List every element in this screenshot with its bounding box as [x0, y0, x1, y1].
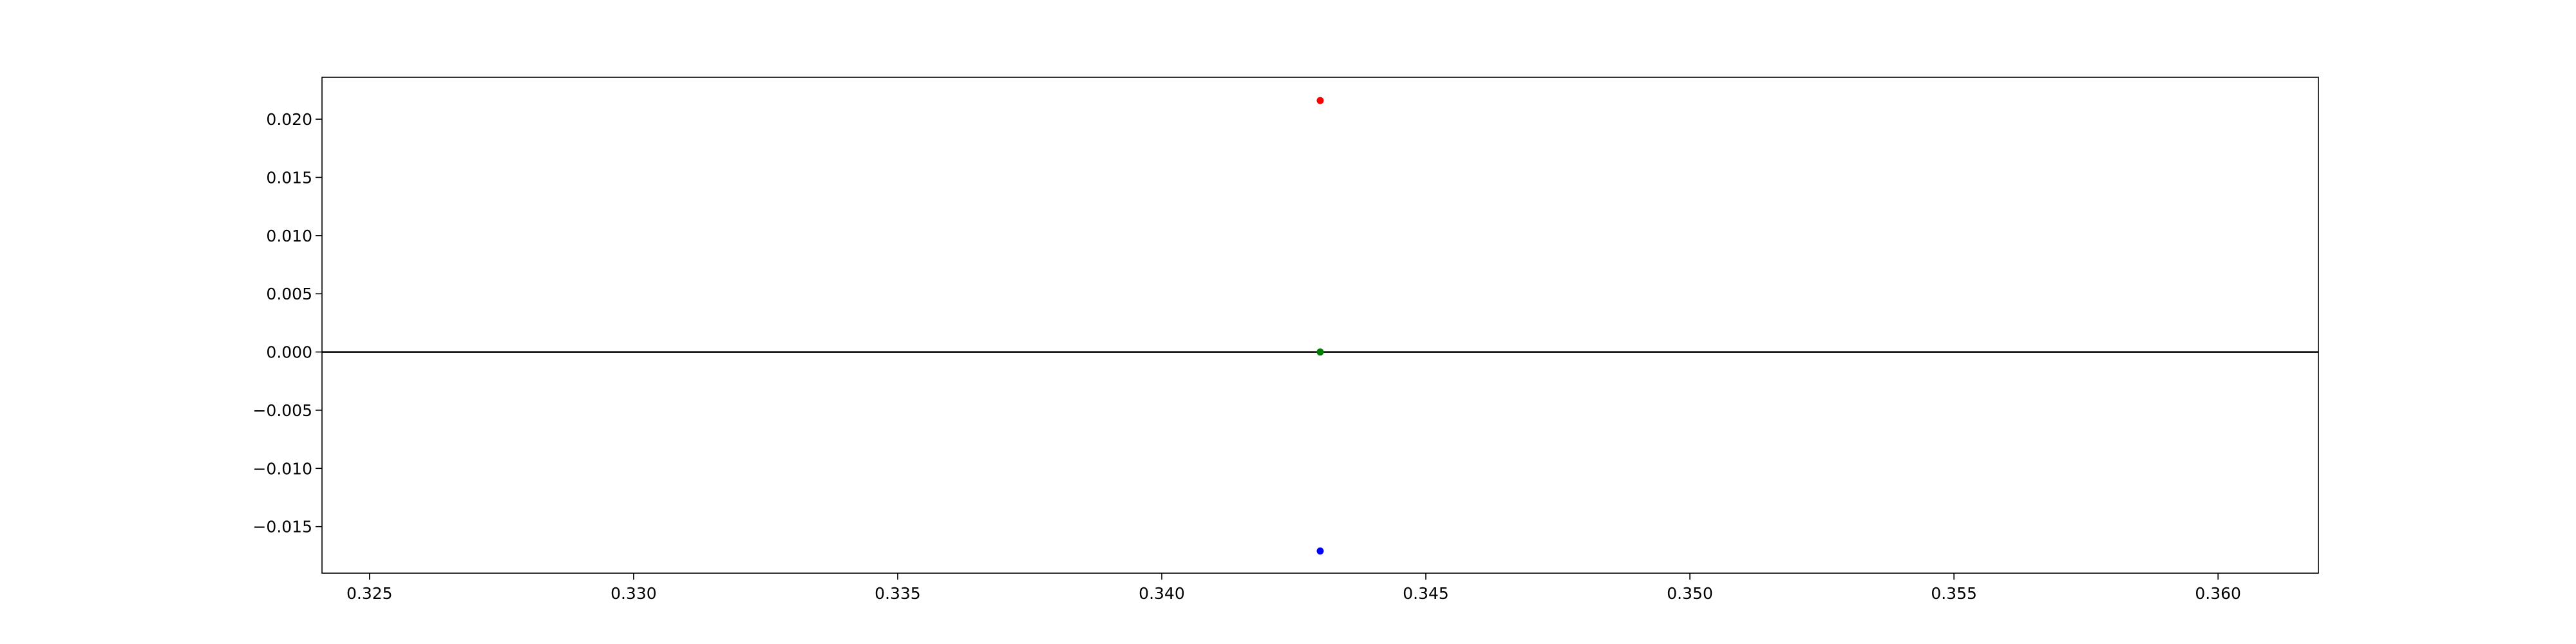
x-tick-label: 0.360 — [2195, 584, 2241, 603]
y-tick-label: −0.005 — [252, 401, 312, 420]
y-tick-label: −0.010 — [252, 459, 312, 478]
x-axis: 0.325 0.330 0.335 0.340 0.345 0.350 0.355 0.360 — [346, 573, 2241, 603]
data-points — [1316, 97, 1324, 555]
y-tick-label: 0.010 — [266, 227, 312, 245]
y-tick-label: 0.015 — [266, 168, 312, 187]
data-point — [1316, 97, 1324, 104]
x-tick-label: 0.330 — [611, 584, 657, 603]
plot-frame — [321, 77, 2319, 574]
y-tick-label: 0.000 — [266, 343, 312, 362]
x-tick-label: 0.325 — [346, 584, 393, 603]
y-tick-label: 0.005 — [266, 285, 312, 303]
y-axis: 0.020 0.015 0.010 0.005 0.000 −0.005 −0.010 −0.… — [252, 110, 322, 536]
data-point — [1316, 547, 1324, 555]
plot-area — [321, 77, 2319, 574]
x-tick-label: 0.345 — [1403, 584, 1449, 603]
x-tick-label: 0.335 — [875, 584, 921, 603]
y-tick-label: 0.020 — [266, 110, 312, 129]
x-tick-label: 0.355 — [1931, 584, 1977, 603]
y-tick-label: −0.015 — [252, 518, 312, 536]
x-tick-label: 0.350 — [1667, 584, 1713, 603]
x-tick-label: 0.340 — [1139, 584, 1185, 603]
data-point — [1316, 348, 1324, 356]
